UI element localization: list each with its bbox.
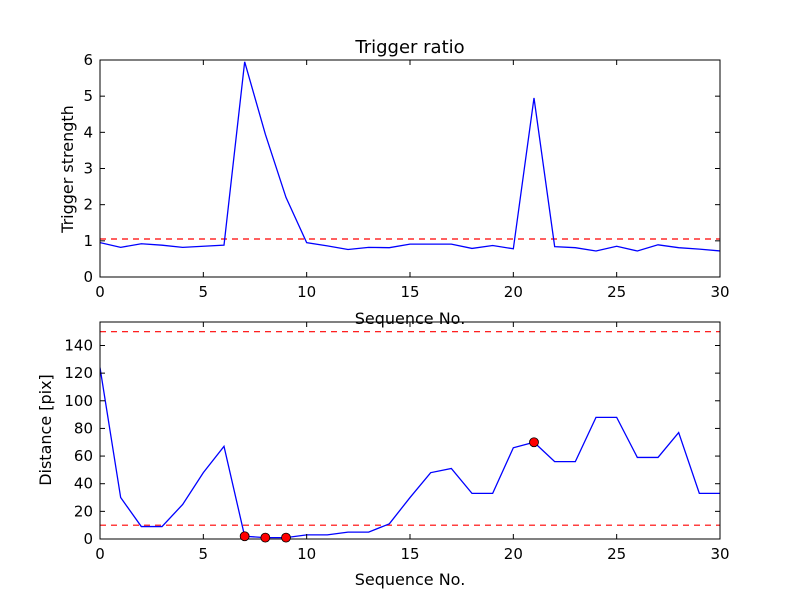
plot-contents	[100, 331, 720, 539]
series-line	[100, 61, 720, 252]
x-tick-label: 30	[710, 545, 729, 563]
y-tick-label: 100	[64, 392, 93, 410]
marker-point	[239, 531, 250, 542]
y-tick-label: 3	[83, 160, 93, 178]
marker-point	[281, 532, 291, 543]
x-tick-label: 10	[297, 283, 316, 301]
y-tick-label: 140	[64, 336, 93, 354]
x-tick-label: 25	[607, 545, 626, 563]
trigger-ratio-chart: Trigger ratio Sequence No. Trigger stren…	[58, 37, 730, 328]
y-tick-label: 0	[83, 268, 93, 286]
y-tick-label: 1	[83, 232, 93, 250]
plot-area: 0 5 10 15 20 25 30 0 20 40 60 80 100 120 140	[64, 321, 730, 563]
marker-point	[529, 437, 539, 448]
plot-area: 0 5 10 15 20 25 30 0 1 2 3 4 5 6	[83, 51, 729, 301]
x-tick-label: 25	[607, 283, 626, 301]
y-tick-label: 0	[83, 530, 93, 548]
x-tick-label: 30	[710, 283, 729, 301]
x-axis-label: Sequence No.	[355, 570, 466, 589]
x-tick-label: 5	[199, 545, 209, 563]
y-tick-label: 2	[83, 196, 93, 214]
y-axis-label: Distance [pix]	[36, 374, 55, 486]
y-tick-label: 80	[74, 419, 93, 437]
chart-title: Trigger ratio	[354, 37, 464, 58]
y-tick-label: 5	[83, 87, 93, 105]
x-tick-label: 0	[95, 283, 105, 301]
x-tick-label: 15	[400, 545, 419, 563]
series-line	[100, 367, 720, 539]
y-tick-label: 4	[83, 123, 93, 141]
y-tick-label: 60	[74, 447, 93, 465]
x-tick-label: 20	[504, 545, 523, 563]
plot-contents	[100, 61, 720, 252]
y-tick-label: 120	[64, 364, 93, 382]
y-tick-label: 20	[74, 502, 93, 520]
y-tick-label: 40	[74, 475, 93, 493]
x-tick-label: 20	[504, 283, 523, 301]
x-axis-label: Sequence No.	[355, 309, 466, 328]
distance-chart: Sequence No. Distance [pix] 0 5 10 15 20 25 30…	[36, 321, 730, 589]
x-tick-label: 15	[400, 283, 419, 301]
x-tick-label: 0	[95, 545, 105, 563]
x-tick-label: 5	[199, 283, 209, 301]
y-axis-label: Trigger strength	[58, 105, 77, 234]
y-tick-label: 6	[83, 51, 93, 69]
x-tick-label: 10	[297, 545, 316, 563]
marker-point	[260, 532, 271, 543]
